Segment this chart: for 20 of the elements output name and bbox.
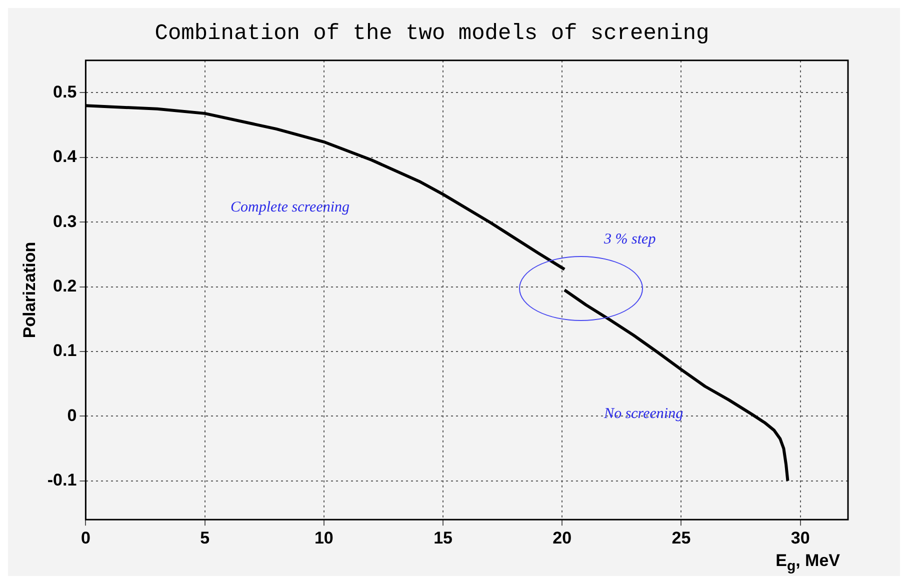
y-tick-label: 0.3 — [53, 212, 77, 231]
y-tick-label: 0.5 — [53, 82, 77, 102]
x-tick-label: 10 — [314, 528, 334, 548]
x-tick-label: 30 — [790, 528, 810, 548]
annotation: Complete screening — [230, 199, 350, 216]
y-tick-label: 0.1 — [53, 341, 77, 360]
y-tick-label: 0 — [67, 406, 77, 425]
y-axis-title: Polarization — [20, 242, 39, 338]
x-axis-title: E$_{g}$, MeV — [776, 550, 840, 574]
y-tick-label: -0.1 — [47, 470, 77, 490]
chart-title: Combination of the two models of screening — [154, 21, 710, 46]
annotation: 3 % step — [603, 231, 656, 248]
x-tick-label: 25 — [672, 528, 691, 548]
annotation: No screening — [603, 406, 684, 422]
x-tick-label: 20 — [552, 528, 572, 548]
x-tick-label: 15 — [434, 528, 452, 548]
y-tick-label: 0.2 — [53, 276, 77, 296]
y-tick-label: 0.4 — [53, 147, 78, 166]
x-tick-label: 0 — [80, 528, 90, 548]
x-tick-label: 5 — [200, 528, 210, 548]
